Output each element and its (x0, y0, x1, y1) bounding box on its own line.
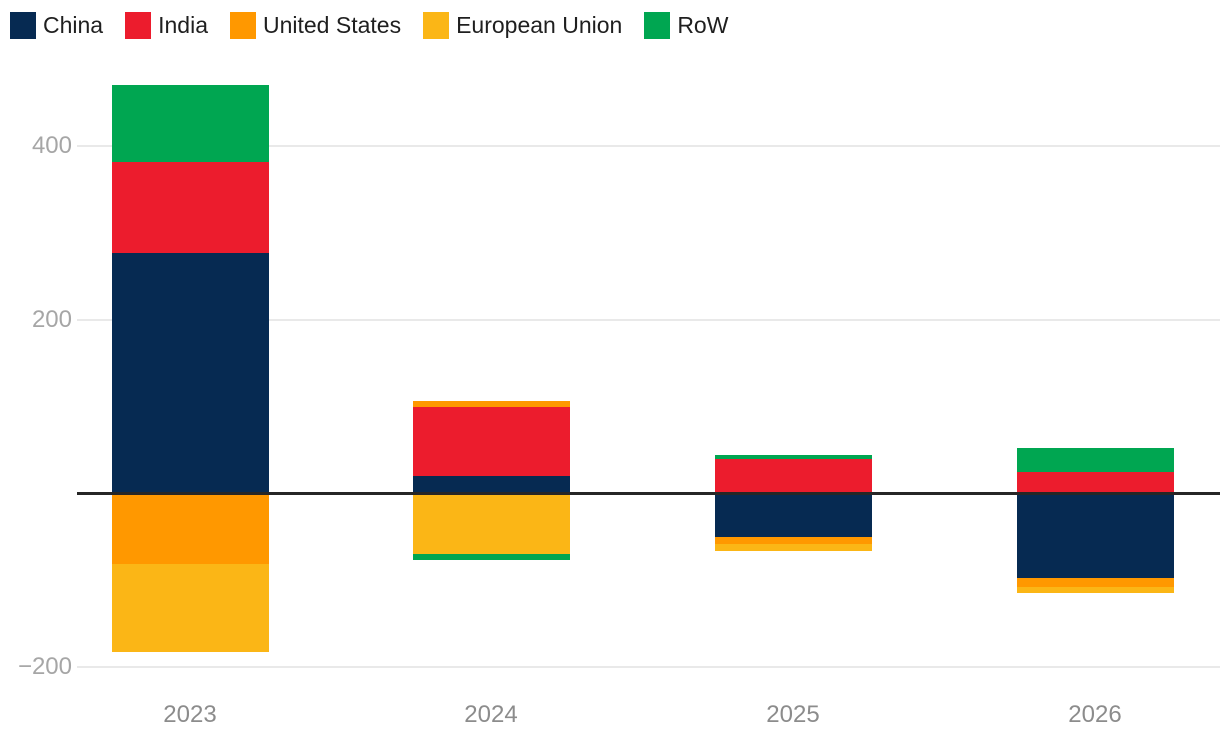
legend: China India United States European Union RoW (10, 12, 728, 39)
zero-axis-line (77, 491, 1220, 495)
x-tick-label-2026: 2026 (1068, 701, 1122, 728)
legend-item-united-states: United States (229, 12, 402, 39)
x-tick-label-2023: 2023 (163, 701, 217, 728)
x-tick-label-2025: 2025 (766, 701, 820, 728)
bar-2026-china (1016, 493, 1174, 579)
legend-label-european-union: European Union (456, 12, 623, 38)
bar-2026-european-union (1016, 587, 1174, 594)
legend-label-china: China (43, 12, 104, 38)
bar-2025-european-union (714, 543, 872, 551)
bar-2023-india (111, 161, 269, 253)
x-tick-label-2024: 2024 (464, 701, 518, 728)
bar-2026-india (1016, 471, 1174, 494)
bar-2025-india (714, 458, 872, 494)
gridline--200 (77, 666, 1220, 668)
legend-swatch-china (10, 12, 36, 39)
legend-label-india: India (158, 12, 208, 38)
bar-2023-european-union (111, 563, 269, 653)
legend-item-china: China (10, 12, 103, 39)
legend-item-india: India (125, 12, 208, 39)
bar-2024-china (412, 475, 570, 494)
bar-2025-row (714, 455, 872, 459)
legend-swatch-row (644, 12, 671, 39)
bar-2023-row (111, 85, 269, 162)
y-tick-label-2: −200 (17, 653, 72, 680)
bar-2026-row (1016, 448, 1174, 472)
bar-2024-row (412, 554, 570, 561)
legend-label-row: RoW (677, 12, 729, 38)
bar-2025-united-states (714, 536, 872, 544)
y-tick-label-1: 200 (31, 305, 72, 333)
bar-2026-united-states (1016, 578, 1174, 588)
gridline-400 (77, 145, 1220, 147)
y-tick-label-0: 400 (31, 132, 72, 159)
legend-item-european-union: European Union (423, 12, 622, 39)
legend-label-united-states: United States (262, 12, 402, 38)
bar-2024-united-states (412, 401, 570, 408)
legend-item-row: RoW (644, 12, 728, 39)
bar-2024-india (412, 407, 570, 476)
bar-2025-china (714, 493, 872, 537)
bar-2024-european-union (412, 493, 570, 555)
legend-swatch-european-union (423, 12, 450, 39)
legend-swatch-india (125, 12, 152, 39)
bar-2023-united-states (111, 493, 269, 564)
gridline-200 (77, 318, 1220, 321)
legend-swatch-united-states (229, 12, 256, 39)
bar-2023-china (111, 252, 269, 494)
